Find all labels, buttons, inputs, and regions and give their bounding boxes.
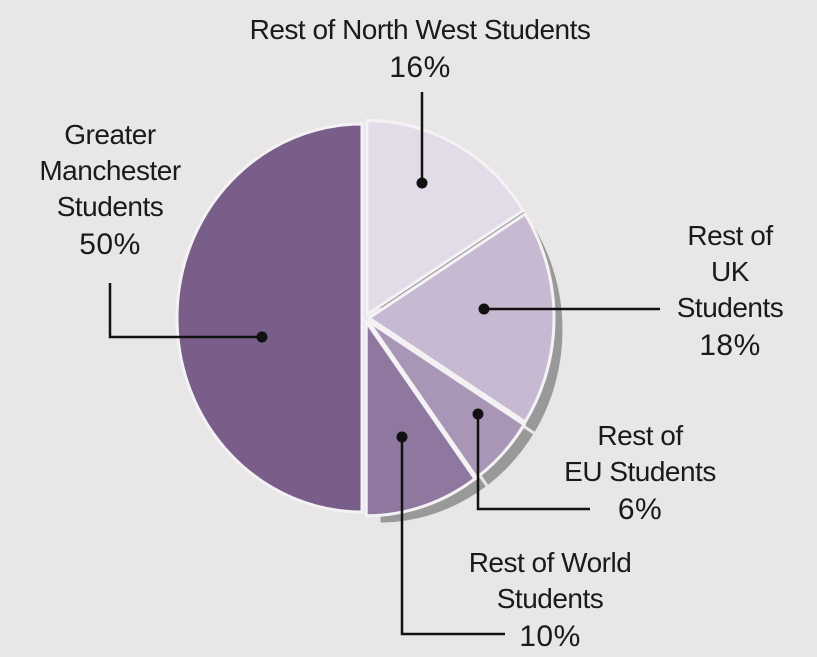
value-label: 50% — [79, 228, 141, 261]
leader-dot — [478, 303, 490, 315]
slice — [175, 122, 364, 514]
value-label: 6% — [617, 493, 663, 526]
leader-line — [400, 437, 505, 636]
leader-dot — [416, 177, 428, 189]
slice — [366, 319, 527, 480]
leader-dot — [256, 331, 268, 343]
category-label: Rest of EU Students — [564, 420, 716, 487]
slice-label: Rest of North West Students 16% — [250, 12, 591, 88]
slice — [364, 317, 478, 518]
leader-dot — [472, 408, 484, 420]
category-label: Rest of UK Students — [676, 220, 784, 323]
value-label: 18% — [699, 329, 761, 362]
slice-label: Greater Manchester Students 50% — [39, 117, 181, 265]
category-label: Rest of North West Students — [249, 14, 591, 45]
category-label: Rest of World Students — [468, 547, 632, 614]
slice-label: Rest of World Students 10% — [469, 545, 632, 657]
slice — [365, 118, 526, 318]
leader-dot — [396, 431, 408, 443]
slice-label: Rest of EU Students 6% — [564, 418, 716, 530]
value-label: 10% — [519, 620, 581, 653]
slice-label: Rest of UK Students 18% — [677, 218, 784, 366]
leader-line — [108, 283, 262, 339]
value-label: 16% — [389, 51, 451, 84]
slice — [366, 211, 556, 425]
category-label: Greater Manchester Students — [39, 119, 181, 222]
leader-line — [476, 414, 590, 511]
